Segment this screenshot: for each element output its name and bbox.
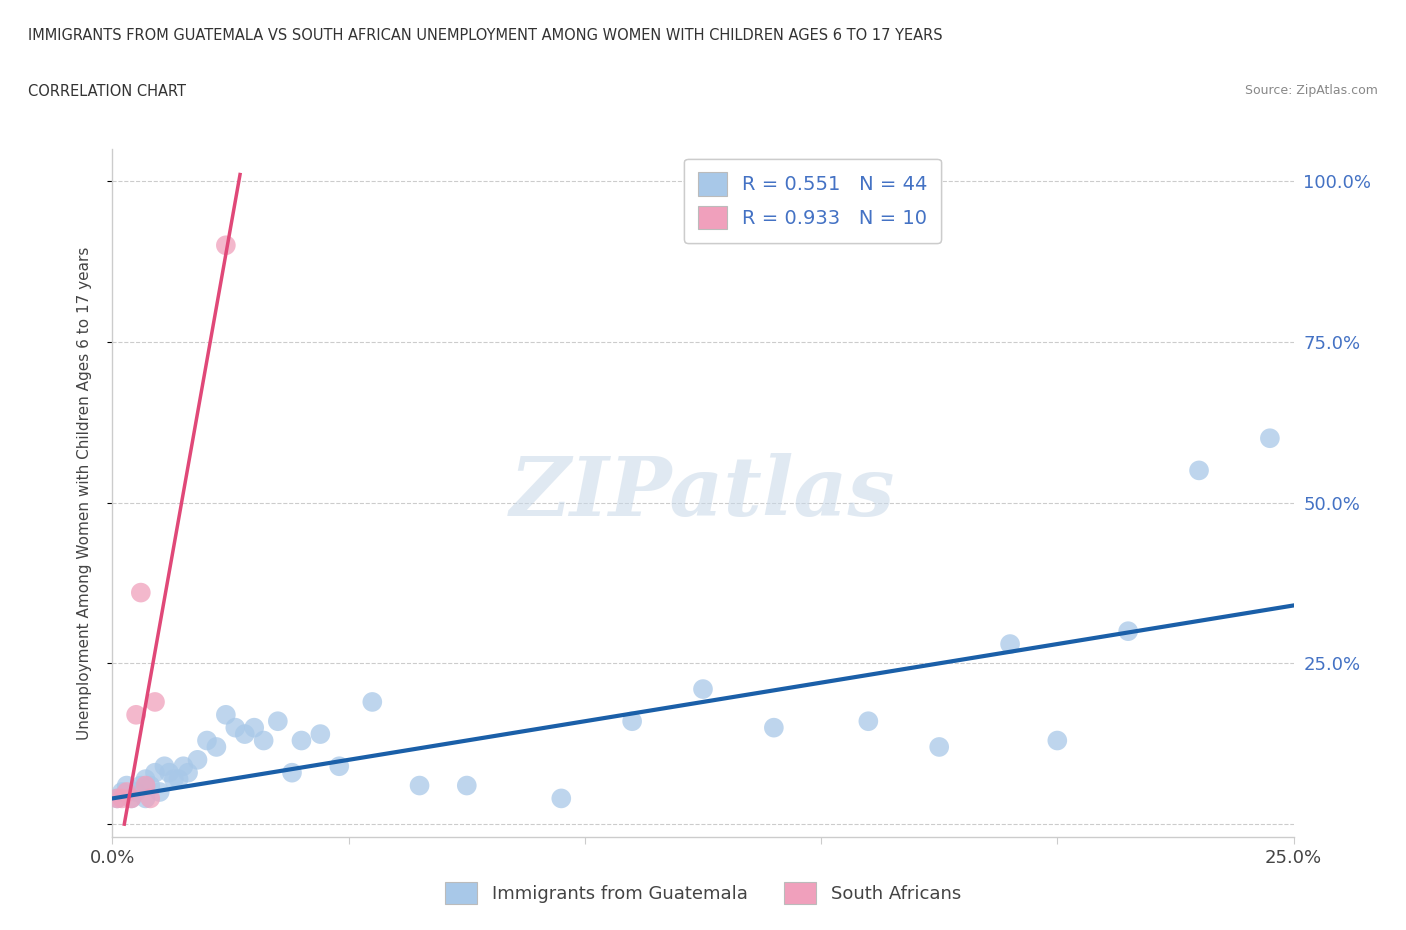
- Point: [135, 772, 157, 787]
- Point: [928, 739, 950, 754]
- Point: [456, 778, 478, 793]
- Point: [120, 791, 142, 806]
- Point: [105, 791, 128, 806]
- Point: [281, 765, 304, 780]
- Point: [120, 791, 142, 806]
- Point: [125, 785, 148, 800]
- Point: [1258, 431, 1281, 445]
- Point: [139, 778, 162, 793]
- Point: [1188, 463, 1211, 478]
- Point: [139, 791, 162, 806]
- Point: [243, 720, 266, 735]
- Point: [621, 714, 644, 729]
- Point: [253, 733, 276, 748]
- Point: [115, 785, 138, 800]
- Point: [167, 772, 190, 787]
- Text: IMMIGRANTS FROM GUATEMALA VS SOUTH AFRICAN UNEMPLOYMENT AMONG WOMEN WITH CHILDRE: IMMIGRANTS FROM GUATEMALA VS SOUTH AFRIC…: [28, 28, 943, 43]
- Point: [1046, 733, 1069, 748]
- Point: [858, 714, 880, 729]
- Point: [215, 238, 238, 253]
- Point: [195, 733, 218, 748]
- Point: [153, 759, 176, 774]
- Y-axis label: Unemployment Among Women with Children Ages 6 to 17 years: Unemployment Among Women with Children A…: [77, 246, 91, 739]
- Point: [290, 733, 312, 748]
- Point: [550, 791, 572, 806]
- Point: [233, 726, 256, 741]
- Point: [998, 637, 1021, 652]
- Point: [224, 720, 246, 735]
- Point: [105, 791, 128, 806]
- Point: [143, 695, 166, 710]
- Point: [143, 765, 166, 780]
- Point: [1116, 624, 1139, 639]
- Point: [163, 772, 186, 787]
- Point: [408, 778, 430, 793]
- Point: [125, 708, 148, 723]
- Point: [177, 765, 200, 780]
- Text: Source: ZipAtlas.com: Source: ZipAtlas.com: [1244, 84, 1378, 97]
- Point: [172, 759, 194, 774]
- Point: [111, 791, 134, 806]
- Point: [135, 778, 157, 793]
- Point: [186, 752, 208, 767]
- Point: [129, 585, 152, 600]
- Point: [135, 791, 157, 806]
- Point: [115, 778, 138, 793]
- Point: [205, 739, 228, 754]
- Point: [157, 765, 180, 780]
- Point: [692, 682, 714, 697]
- Point: [328, 759, 350, 774]
- Point: [267, 714, 290, 729]
- Text: ZIPatlas: ZIPatlas: [510, 453, 896, 533]
- Legend: Immigrants from Guatemala, South Africans: Immigrants from Guatemala, South African…: [437, 875, 969, 911]
- Point: [111, 785, 134, 800]
- Text: CORRELATION CHART: CORRELATION CHART: [28, 84, 186, 99]
- Point: [762, 720, 785, 735]
- Point: [361, 695, 384, 710]
- Point: [309, 726, 332, 741]
- Point: [149, 785, 172, 800]
- Legend: R = 0.551   N = 44, R = 0.933   N = 10: R = 0.551 N = 44, R = 0.933 N = 10: [683, 158, 941, 243]
- Point: [129, 778, 152, 793]
- Point: [215, 708, 238, 723]
